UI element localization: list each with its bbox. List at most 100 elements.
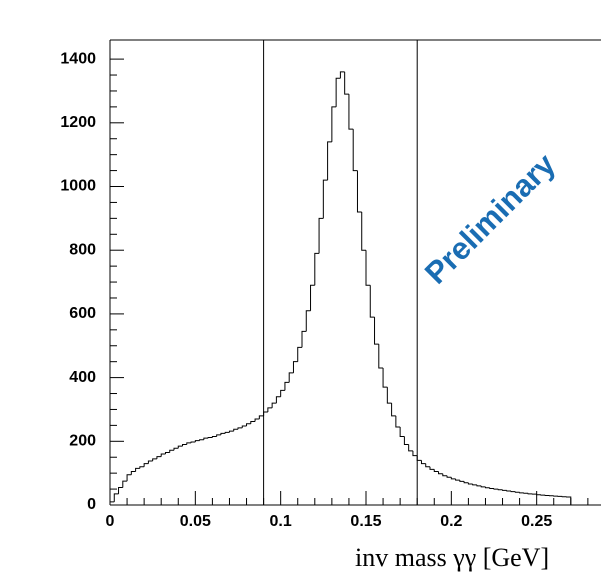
histogram-bin: [271, 402, 277, 408]
histogram-bin: [169, 449, 174, 453]
histogram-bin: [403, 436, 409, 445]
histogram-bin: [118, 486, 123, 494]
y-tick-label: 200: [69, 433, 96, 450]
histogram-bin: [310, 284, 315, 311]
histogram-bin: [425, 463, 430, 468]
histogram-bin: [305, 310, 311, 332]
histogram-bin: [399, 426, 405, 438]
y-tick-label: 1400: [60, 50, 96, 67]
histogram-bin: [382, 368, 388, 388]
histogram-bin: [327, 141, 332, 181]
histogram-bin: [386, 387, 392, 404]
histogram-bin: [130, 471, 136, 475]
histogram-bin: [254, 418, 260, 422]
histogram-bin: [566, 496, 572, 505]
x-axis-title: inv mass γγ [GeV]: [355, 543, 549, 572]
histogram-bin: [152, 458, 157, 462]
histogram-bin: [194, 440, 200, 442]
x-tick-label: 0: [106, 513, 115, 530]
y-tick-label: 800: [69, 241, 96, 258]
histogram-bin: [506, 490, 512, 492]
histogram-bin: [429, 466, 435, 470]
histogram-bin: [378, 344, 384, 369]
histogram-bin: [467, 482, 473, 485]
histogram-bin: [395, 415, 401, 428]
histogram-bin: [463, 481, 469, 484]
x-tick-label: 0.25: [521, 513, 552, 530]
histogram-bin: [450, 477, 456, 480]
histogram-bin: [514, 491, 520, 493]
y-tick-label: 400: [69, 369, 96, 386]
histogram-bin: [438, 471, 443, 475]
histogram-bin: [391, 403, 396, 417]
histogram-bin: [331, 106, 337, 142]
histogram-bin: [263, 411, 268, 416]
histogram-bin: [339, 71, 345, 79]
histogram-bin: [250, 421, 256, 424]
histogram-bin: [211, 436, 217, 438]
histogram-bin: [408, 444, 413, 452]
histogram-bin: [143, 463, 149, 467]
histogram-bin: [352, 129, 358, 172]
histogram-bin: [267, 407, 273, 412]
histogram-bin: [361, 211, 366, 251]
histogram-bin: [199, 439, 204, 441]
histogram-bin: [233, 428, 238, 432]
histogram-bin: [237, 427, 243, 430]
histogram-bin: [216, 434, 221, 437]
histogram-bin: [297, 346, 302, 362]
histogram-bin: [288, 372, 294, 383]
histogram-bin: [314, 252, 320, 286]
histogram-bin: [433, 469, 439, 473]
histogram-bin: [139, 466, 145, 469]
histogram-bin: [489, 487, 494, 489]
histogram-bin: [280, 389, 285, 397]
histogram-bin: [497, 489, 503, 491]
histogram-bin: [484, 486, 490, 489]
histogram-bin: [344, 71, 349, 95]
histogram-bin: [292, 361, 298, 373]
histogram-bin: [160, 453, 166, 457]
histogram-bin: [536, 494, 541, 496]
histogram-bin: [374, 317, 379, 345]
x-tick-label: 0.15: [350, 513, 381, 530]
histogram-bin: [135, 467, 140, 472]
histogram-bin: [147, 460, 153, 464]
histogram-bin: [335, 77, 341, 107]
histogram-bin: [502, 489, 507, 491]
histogram-bin: [356, 170, 362, 213]
y-tick-label: 1000: [60, 178, 96, 195]
histogram-bin: [258, 415, 264, 420]
y-tick-label: 0: [87, 496, 96, 513]
histogram-bin: [164, 451, 170, 455]
annotation: Preliminary: [418, 146, 563, 291]
histogram-bin: [480, 485, 486, 488]
histogram-bin: [220, 432, 226, 435]
histogram-bin: [416, 455, 422, 461]
histogram-bin: [173, 447, 179, 451]
histogram-bin: [412, 450, 418, 457]
histogram-bin: [122, 480, 128, 488]
histogram-bin: [446, 475, 452, 478]
histogram-bin: [476, 484, 482, 487]
histogram-bin: [455, 478, 460, 481]
histogram-bin: [472, 483, 477, 486]
histogram-bin: [246, 423, 251, 427]
histogram-bin: [228, 430, 234, 433]
histogram-bin: [369, 285, 375, 318]
histogram-bin: [207, 436, 213, 439]
histogram-bin: [203, 437, 209, 440]
y-tick-label: 1200: [60, 114, 96, 131]
histogram-bin: [301, 330, 307, 348]
histogram-bin: [109, 501, 115, 505]
histogram-bin: [156, 456, 162, 459]
histogram-bin: [186, 442, 192, 445]
histogram-bin: [113, 493, 119, 502]
histogram-bin: [322, 179, 328, 219]
histogram-bin: [442, 473, 448, 477]
histogram-bin: [493, 488, 499, 490]
histogram-bin: [275, 396, 281, 404]
histogram-bin: [182, 443, 187, 447]
